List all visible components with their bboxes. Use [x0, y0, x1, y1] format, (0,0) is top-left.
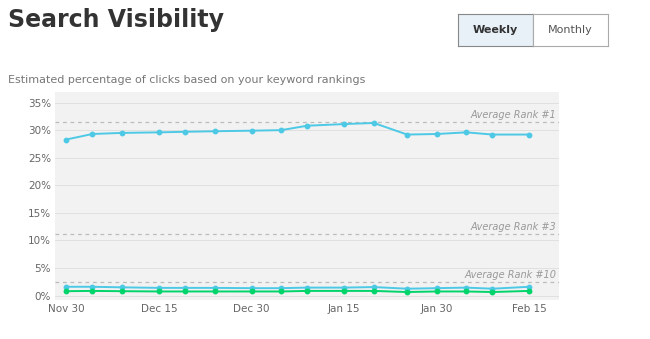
Text: Search Visibility: Search Visibility	[8, 8, 224, 33]
Text: Average Rank #1: Average Rank #1	[471, 111, 556, 120]
Text: Estimated percentage of clicks based on your keyword rankings: Estimated percentage of clicks based on …	[8, 75, 365, 84]
Text: Weekly: Weekly	[473, 25, 518, 35]
Text: Average Rank #3: Average Rank #3	[471, 222, 556, 233]
Text: Average Rank #10: Average Rank #10	[464, 271, 556, 280]
Text: Monthly: Monthly	[548, 25, 593, 35]
